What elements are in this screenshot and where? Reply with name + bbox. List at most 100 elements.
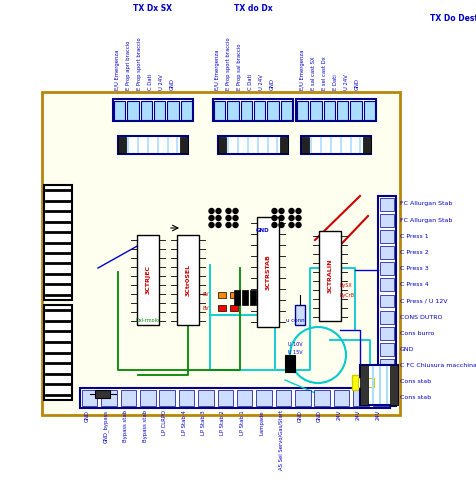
Bar: [249, 290, 256, 305]
Text: GND: GND: [399, 347, 414, 352]
Text: LP Stab 4: LP Stab 4: [181, 410, 186, 435]
Bar: [350, 101, 361, 120]
Text: BySX: BySX: [339, 282, 352, 288]
Bar: [310, 101, 321, 120]
Text: E sel cast Dx: E sel cast Dx: [321, 56, 327, 90]
Bar: [218, 136, 288, 154]
Text: TX Dx SX: TX Dx SX: [133, 4, 172, 13]
Text: LP Stab 1: LP Stab 1: [239, 410, 244, 435]
Circle shape: [208, 209, 214, 214]
Bar: [177, 235, 198, 325]
Text: E Prop apri braccio: E Prop apri braccio: [126, 41, 131, 90]
Bar: [379, 295, 393, 307]
Text: E Prop sal braccio: E Prop sal braccio: [237, 44, 241, 90]
Bar: [237, 390, 252, 406]
Bar: [275, 390, 290, 406]
Circle shape: [232, 216, 238, 220]
Text: E/U Emergenza: E/U Emergenza: [115, 50, 120, 90]
Text: CONS DUTRO: CONS DUTRO: [399, 315, 442, 320]
Text: Bypass stab: Bypass stab: [142, 410, 148, 442]
Bar: [297, 101, 307, 120]
Bar: [351, 375, 379, 390]
Text: BV: BV: [203, 293, 209, 298]
Bar: [101, 390, 117, 406]
Bar: [137, 235, 159, 325]
Bar: [140, 101, 152, 120]
Bar: [254, 101, 265, 120]
Circle shape: [278, 209, 283, 214]
Text: C Press 3: C Press 3: [399, 266, 428, 271]
Text: Bypass stab: Bypass stab: [123, 410, 128, 442]
Text: Lampade: Lampade: [258, 410, 264, 435]
Bar: [218, 292, 226, 298]
Text: C Dati: C Dati: [248, 74, 252, 90]
Bar: [379, 359, 393, 372]
Bar: [379, 197, 393, 211]
Text: E sal cast SX: E sal cast SX: [310, 56, 315, 90]
Bar: [389, 365, 397, 405]
Bar: [256, 390, 271, 406]
Text: GND: GND: [297, 410, 302, 422]
Bar: [379, 327, 393, 340]
Text: U 24V: U 24V: [258, 74, 263, 90]
Text: GND_bypass: GND_bypass: [103, 410, 109, 443]
Bar: [120, 390, 136, 406]
Bar: [357, 378, 373, 387]
Bar: [337, 101, 347, 120]
Text: U 24V: U 24V: [159, 74, 164, 90]
Text: GND: GND: [354, 78, 359, 90]
Text: U 10V: U 10V: [287, 343, 302, 348]
Text: u conn: u conn: [285, 318, 304, 323]
Text: U 15V: U 15V: [287, 351, 302, 355]
Bar: [44, 305, 72, 400]
Circle shape: [288, 216, 293, 220]
Circle shape: [296, 222, 300, 227]
Circle shape: [216, 209, 220, 214]
Text: C Press 2: C Press 2: [399, 250, 428, 255]
Bar: [218, 305, 226, 311]
Circle shape: [288, 209, 293, 214]
Circle shape: [271, 222, 277, 227]
Text: C Press 1: C Press 1: [399, 234, 428, 239]
Bar: [333, 390, 348, 406]
Circle shape: [232, 209, 238, 214]
Bar: [352, 390, 368, 406]
Text: U 24V: U 24V: [343, 74, 348, 90]
Bar: [296, 99, 375, 121]
Bar: [180, 101, 191, 120]
Circle shape: [288, 222, 293, 227]
Bar: [178, 390, 194, 406]
Bar: [113, 99, 193, 121]
Bar: [198, 390, 213, 406]
Text: TX Do Destra: TX Do Destra: [429, 14, 476, 23]
Bar: [314, 390, 329, 406]
Text: 24V: 24V: [375, 410, 379, 420]
Text: E Prop sport braccio: E Prop sport braccio: [137, 37, 142, 90]
Bar: [179, 137, 188, 153]
Text: 24V: 24V: [355, 410, 360, 420]
Bar: [379, 214, 393, 227]
Circle shape: [278, 222, 283, 227]
Text: 3CTRALIN: 3CTRALIN: [327, 259, 332, 293]
Bar: [362, 137, 370, 153]
Text: LP Stab 3: LP Stab 3: [200, 410, 206, 435]
Bar: [379, 391, 393, 405]
Text: 24V: 24V: [336, 410, 341, 420]
Circle shape: [278, 216, 283, 220]
Bar: [82, 390, 97, 406]
Text: Dxl-rmolo: Dxl-rmolo: [136, 318, 159, 323]
Text: C Dati: C Dati: [148, 74, 153, 90]
Text: BV: BV: [203, 305, 209, 310]
Text: GND: GND: [269, 78, 275, 90]
Text: 3CTRSTAB: 3CTRSTAB: [265, 254, 270, 290]
Bar: [279, 137, 288, 153]
Bar: [234, 290, 239, 305]
Bar: [214, 101, 225, 120]
Bar: [140, 390, 155, 406]
Text: Cons burro: Cons burro: [399, 331, 434, 336]
Text: GND: GND: [169, 78, 175, 90]
Text: Cons stab: Cons stab: [399, 395, 430, 400]
Bar: [127, 101, 139, 120]
Text: C FC Chiusura macchina: C FC Chiusura macchina: [399, 363, 476, 368]
Bar: [323, 101, 334, 120]
